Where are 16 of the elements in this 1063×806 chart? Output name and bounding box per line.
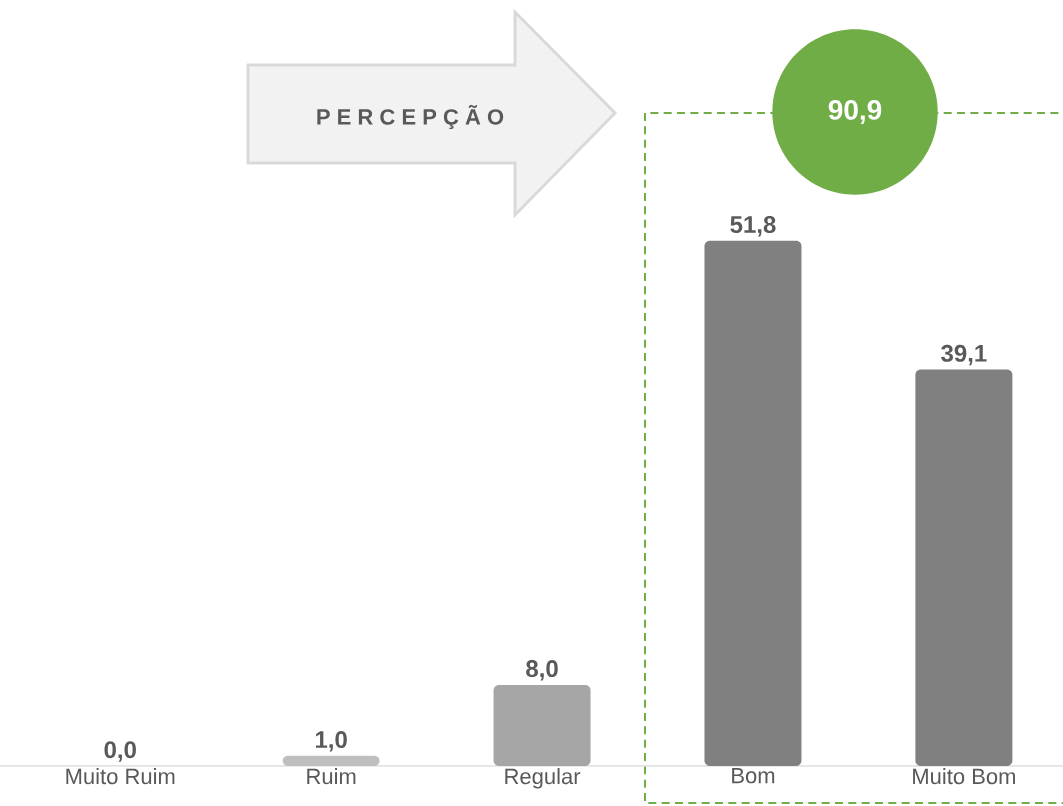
text: 90,9 [828,100,882,124]
x-tick-label: Muito Bom [913,768,1015,785]
bar [704,240,802,766]
data-label: 39,1 [941,344,987,366]
x-tick-label: Bom [732,768,775,784]
bar [915,369,1013,766]
text: P E R C E P Ç Ã O [317,104,504,130]
data-label: 51,8 [730,216,776,237]
data-label: 0,0 [104,741,136,762]
data-label: 8,0 [526,660,558,681]
bar [282,755,380,766]
bar [493,684,591,766]
data-label: 1,0 [315,731,347,752]
x-tick-label: Regular [505,768,581,789]
x-tick-label: Ruim [307,768,356,785]
x-tick-label: Muito Ruim [66,768,175,785]
